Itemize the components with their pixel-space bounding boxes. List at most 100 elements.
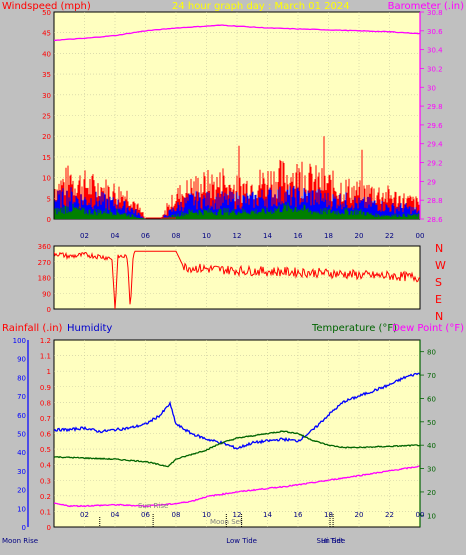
bottom-time-tick-label: 06 — [141, 511, 150, 519]
rainfall-tick-label: 1 — [47, 368, 51, 376]
bottom-time-tick-label: 04 — [111, 511, 120, 519]
barometer-tick-label: 29.4 — [427, 141, 443, 149]
barometer-tick-label: 29.8 — [427, 103, 443, 111]
event-label: Sun Rise — [138, 502, 168, 510]
wind-speed-bars — [54, 136, 420, 219]
humidity-tick-label: 30 — [17, 468, 26, 476]
event-label: Hi Tide — [321, 537, 345, 545]
humidity-tick-label: 60 — [17, 412, 26, 420]
windspeed-axis-label: Windspeed (mph) — [2, 1, 91, 12]
barometer-tick-label: 30.8 — [427, 9, 443, 17]
compass-label: S — [435, 276, 442, 289]
temperature-tick-label: 10 — [427, 512, 436, 520]
direction-tick-label: 0 — [47, 306, 51, 314]
barometer-tick-label: 28.6 — [427, 216, 443, 224]
top-time-tick-label: 14 — [263, 232, 272, 240]
event-label: Moon Set — [210, 518, 243, 526]
barometer-tick-label: 30.4 — [427, 47, 443, 55]
rainfall-tick-label: 0.5 — [40, 446, 51, 454]
top-time-tick-label: 12 — [233, 232, 242, 240]
barometer-line — [54, 24, 420, 41]
windspeed-tick-label: 45 — [42, 30, 51, 38]
barometer-tick-label: 29 — [427, 178, 436, 186]
rainfall-tick-label: 0.3 — [40, 477, 51, 485]
barometer-tick-label: 29.6 — [427, 122, 443, 130]
humidity-tick-label: 10 — [17, 505, 26, 513]
bottom-time-tick-label: 16 — [294, 511, 303, 519]
bottom-time-tick-label: 20 — [355, 511, 364, 519]
bottom-time-tick-label: 12 — [233, 511, 242, 519]
windspeed-tick-label: 30 — [42, 92, 51, 100]
temperature-tick-label: 80 — [427, 349, 436, 357]
barometer-tick-label: 30.2 — [427, 65, 443, 73]
windspeed-tick-label: 40 — [42, 50, 51, 58]
bottom-series-0000ff-line — [54, 372, 420, 450]
bottom-series-006400-line — [54, 430, 420, 468]
top-time-tick-label: 22 — [385, 232, 394, 240]
windspeed-tick-label: 35 — [42, 71, 51, 79]
bottom-series-ff00ff-line — [54, 465, 420, 508]
top-time-tick-label: 06 — [141, 232, 150, 240]
temperature-tick-label: 70 — [427, 372, 436, 380]
rainfall-tick-label: 1.1 — [40, 353, 51, 361]
compass-label: N — [435, 310, 443, 323]
temperature-tick-label: 30 — [427, 466, 436, 474]
compass-label: W — [435, 259, 446, 272]
top-time-tick-label: 02 — [80, 232, 89, 240]
bottom-time-tick-label: 14 — [263, 511, 272, 519]
rainfall-tick-label: 0 — [47, 524, 51, 532]
windspeed-tick-label: 15 — [42, 154, 51, 162]
event-label: Moon Rise — [2, 537, 38, 545]
direction-tick-label: 180 — [38, 275, 51, 283]
top-time-tick-label: 10 — [202, 232, 211, 240]
top-series-lines — [54, 24, 420, 41]
direction-tick-label: 90 — [42, 290, 51, 298]
top-time-tick-label: 16 — [294, 232, 303, 240]
humidity-tick-label: 40 — [17, 449, 26, 457]
windspeed-tick-label: 10 — [42, 175, 51, 183]
temperature-axis-label: Temperature (°F) — [311, 323, 397, 334]
humidity-axis-label: Humidity — [67, 323, 112, 334]
humidity-tick-label: 80 — [17, 374, 26, 382]
top-time-tick-label: 20 — [355, 232, 364, 240]
rainfall-tick-label: 0.4 — [40, 462, 52, 470]
chart-title: 24 hour graph day : March 01 2024 — [172, 1, 350, 12]
humidity-tick-label: 70 — [17, 393, 26, 401]
rainfall-tick-label: 0.2 — [40, 493, 51, 501]
bottom-time-tick-label: 02 — [80, 511, 89, 519]
temperature-tick-label: 50 — [427, 419, 436, 427]
wind-direction-line — [54, 250, 420, 309]
temperature-tick-label: 40 — [427, 442, 436, 450]
windspeed-tick-label: 50 — [42, 9, 51, 17]
temperature-tick-label: 60 — [427, 395, 436, 403]
event-label: Sun Set — [317, 537, 344, 545]
bottom-time-tick-label: 18 — [324, 511, 333, 519]
bottom-series-lines — [54, 372, 420, 508]
barometer-tick-label: 29.2 — [427, 160, 443, 168]
rainfall-tick-label: 1.2 — [40, 337, 51, 345]
rainfall-tick-label: 0.6 — [40, 431, 52, 439]
direction-tick-label: 360 — [38, 243, 51, 251]
humidity-tick-label: 50 — [17, 431, 26, 439]
top-time-tick-label: 18 — [324, 232, 333, 240]
bottom-time-tick-label: 22 — [385, 511, 394, 519]
rainfall-tick-label: 0.8 — [40, 399, 51, 407]
windspeed-tick-label: 0 — [47, 216, 51, 224]
rainfall-tick-label: 0.1 — [40, 508, 51, 516]
rainfall-tick-label: 0.7 — [40, 415, 51, 423]
windspeed-tick-label: 25 — [42, 113, 51, 121]
bottom-time-tick-label: 08 — [172, 511, 181, 519]
dewpoint-axis-label: Dew Point (°F) — [392, 323, 464, 334]
windspeed-tick-label: 5 — [47, 195, 51, 203]
direction-tick-label: 270 — [38, 259, 51, 267]
barometer-axis-label: Barometer (.in) — [388, 1, 464, 12]
bottom-time-tick-label: 00 — [416, 511, 425, 519]
windspeed-tick-label: 20 — [42, 133, 51, 141]
barometer-tick-label: 30.6 — [427, 28, 443, 36]
rainfall-tick-label: 0.9 — [40, 384, 51, 392]
barometer-tick-label: 30 — [427, 84, 436, 92]
barometer-tick-label: 28.8 — [427, 197, 443, 205]
humidity-tick-label: 100 — [13, 337, 26, 345]
event-label: Low Tide — [226, 537, 257, 545]
top-time-tick-label: 08 — [172, 232, 181, 240]
